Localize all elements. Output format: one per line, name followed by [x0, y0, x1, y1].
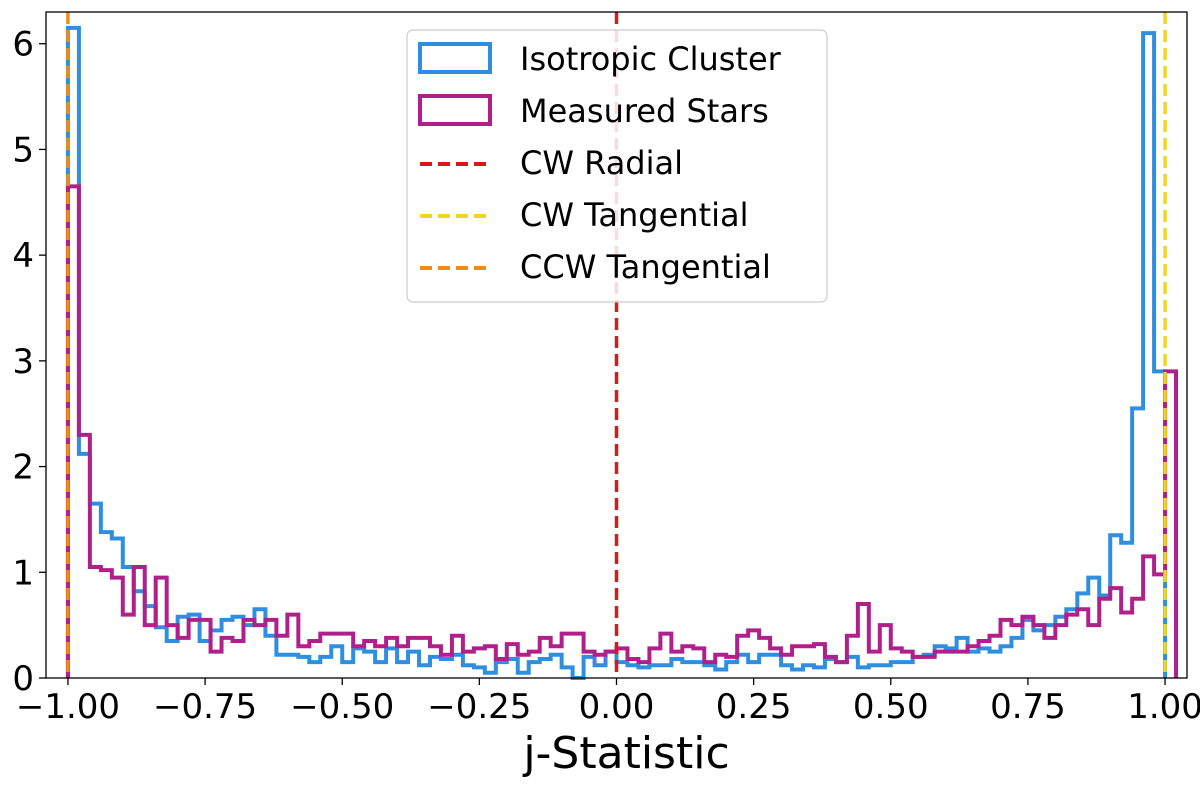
y-tick-label: 1 — [12, 553, 34, 593]
y-tick-label: 4 — [12, 236, 34, 276]
y-tick-label: 6 — [12, 25, 34, 65]
y-tick-label: 3 — [12, 342, 34, 382]
x-tick-label: 0.25 — [716, 687, 792, 727]
x-tick-label: 1.00 — [1127, 687, 1200, 727]
legend-label: Isotropic Cluster — [520, 40, 782, 78]
x-tick-label: 0.50 — [853, 687, 929, 727]
axis-ticks-layer: −1.00 −0.75 −0.50 −0.25 0.00 0.25 0.50 0.75 1.00… — [12, 25, 1200, 727]
legend-label: Measured Stars — [520, 92, 769, 130]
x-axis-title: j-Statistic — [522, 728, 729, 779]
x-tick-label: −0.50 — [290, 687, 394, 727]
histogram-series-layer — [65, 25, 1179, 680]
legend-label: CW Radial — [520, 144, 683, 182]
y-tick-label: 2 — [12, 448, 34, 488]
legend-box — [406, 29, 828, 303]
x-tick-label: −1.00 — [16, 687, 120, 727]
x-tick-label: 0.75 — [990, 687, 1066, 727]
legend: Isotropic Cluster Measured Stars CW Radial… — [406, 29, 828, 303]
y-tick-label: 0 — [12, 659, 34, 699]
legend-label: CW Tangential — [520, 196, 749, 234]
histogram-series-measured-stars — [65, 184, 1179, 678]
legend-label: CCW Tangential — [520, 248, 771, 286]
x-tick-label: −0.25 — [427, 687, 531, 727]
legend-swatch — [418, 42, 492, 74]
x-tick-label: 0.00 — [579, 687, 655, 727]
y-tick-label: 5 — [12, 130, 34, 170]
legend-swatch — [418, 94, 492, 126]
x-tick-label: −0.75 — [153, 687, 257, 727]
